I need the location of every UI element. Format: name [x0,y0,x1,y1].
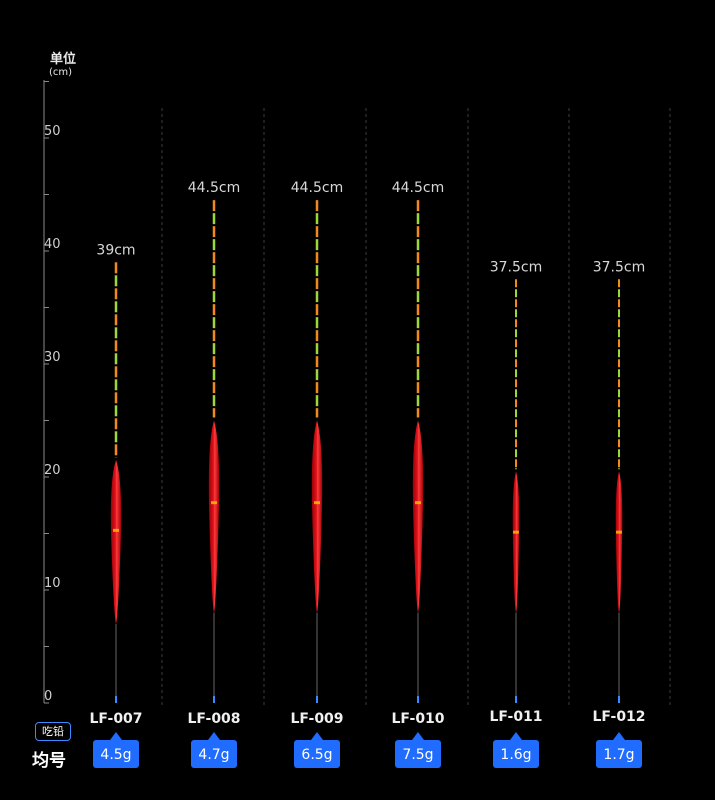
body-label-mark [616,530,622,534]
y-tick-label: 40 [44,237,61,252]
model-label: LF-009 [290,711,343,727]
weight-badge: 吃铅 [35,722,71,741]
length-label: 39cm [96,242,135,258]
float-lf-008: 44.5cm LF-008 4.7g [187,180,241,768]
y-tick-label: 0 [44,689,52,704]
y-tick-label: 30 [44,350,61,365]
body-label-mark [513,530,519,534]
weight-tag [395,740,441,768]
float-body [512,471,520,613]
body-label-mark [113,528,119,532]
weight-label: 4.5g [100,747,131,763]
axis-unit-subtitle: (cm) [49,67,73,78]
float-lf-009: 44.5cm LF-009 6.5g [290,180,344,768]
stem-end-marker [213,696,215,703]
length-label: 37.5cm [490,259,543,275]
y-tick-label: 50 [44,124,61,139]
weight-tag-pointer [412,732,424,740]
y-tick-label: 20 [44,463,61,478]
stem-end-marker [115,696,117,703]
stem-end-marker [316,696,318,703]
weight-tag [191,740,237,768]
float-lf-011: 37.5cm LF-011 1.6g [489,259,543,768]
weight-label: 1.7g [603,747,634,763]
float-body [311,420,323,613]
weight-label: 1.6g [500,747,531,763]
length-label: 44.5cm [291,180,344,196]
float-body [615,471,623,613]
body-label-mark [211,501,217,505]
weight-tag [493,740,539,768]
weight-tag [596,740,642,768]
avg-label: 均号 [32,751,66,771]
length-label: 37.5cm [593,259,646,275]
model-label: LF-008 [187,711,240,727]
model-label: LF-012 [592,709,645,725]
model-label: LF-011 [489,709,542,725]
length-label: 44.5cm [188,180,241,196]
float-lf-010: 44.5cm LF-010 7.5g [391,180,445,768]
float-body [110,460,122,624]
stem-end-marker [618,696,620,703]
length-label: 44.5cm [392,180,445,196]
body-label-mark [415,501,421,505]
weight-tag [93,740,139,768]
body-label-mark [314,501,320,505]
weight-tag-pointer [110,732,122,740]
weight-tag [294,740,340,768]
model-label: LF-010 [391,711,444,727]
stem-end-marker [515,696,517,703]
weight-label: 6.5g [301,747,332,763]
float-body [208,420,220,613]
float-lf-012: 37.5cm LF-012 1.7g [592,259,646,768]
stem-end-marker [417,696,419,703]
float-body [412,420,424,613]
weight-tag-pointer [208,732,220,740]
float-lf-007: 39cm LF-007 4.5g [89,242,143,768]
weight-tag-pointer [510,732,522,740]
weight-label: 7.5g [402,747,433,763]
weight-label: 4.7g [198,747,229,763]
y-tick-label: 10 [44,576,61,591]
weight-tag-pointer [613,732,625,740]
weight-tag-pointer [311,732,323,740]
axis-unit-title: 单位 [50,52,77,67]
model-label: LF-007 [89,711,142,727]
